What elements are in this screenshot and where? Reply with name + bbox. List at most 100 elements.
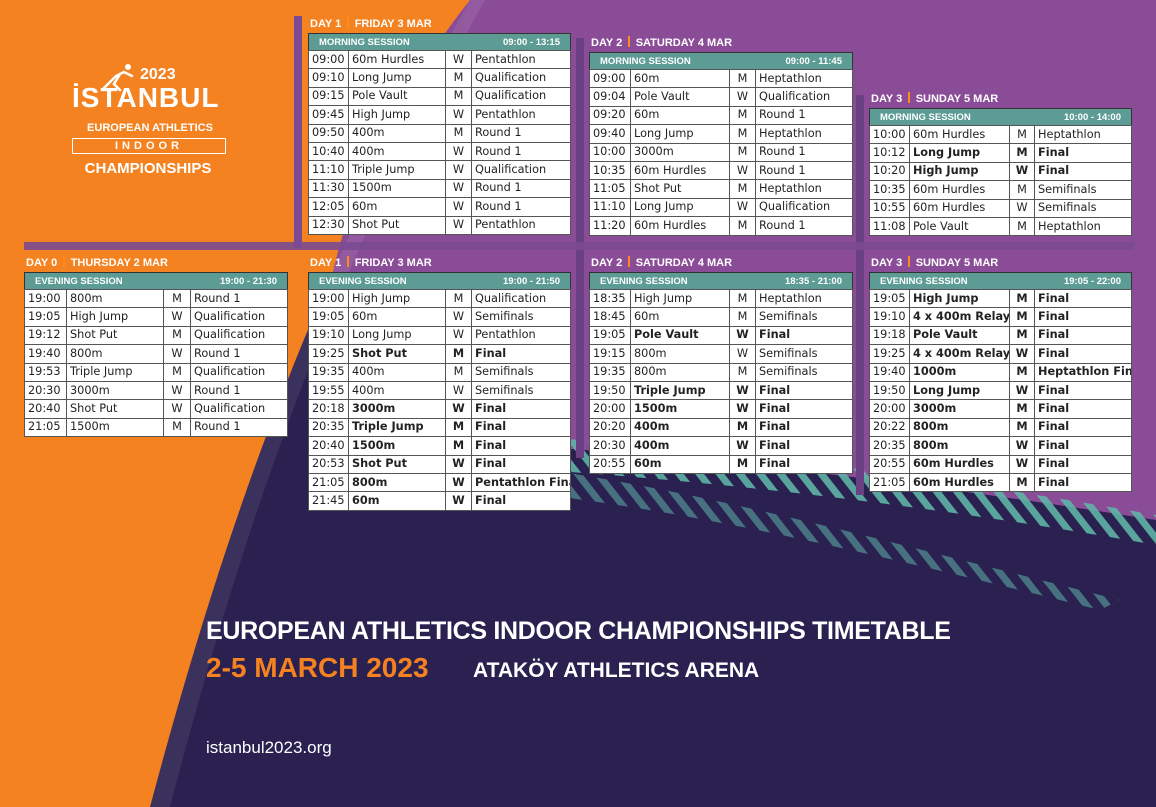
- session-time: 09:00 - 11:45: [785, 55, 842, 67]
- session-header: MORNING SESSION 09:00 - 11:45: [589, 52, 853, 69]
- schedule-row: 19:35 400m M Semifinals: [308, 362, 571, 382]
- event-time: 20:40: [308, 436, 349, 456]
- event-name: Long Jump: [630, 124, 730, 144]
- event-gender: W: [1009, 454, 1035, 474]
- schedule-row: 10:00 3000m M Round 1: [589, 142, 853, 162]
- event-name: 800m: [909, 417, 1010, 438]
- event-time: 11:20: [589, 216, 631, 236]
- schedule-row: 09:10 Long Jump M Qualification: [308, 68, 571, 88]
- event-name: 800m: [909, 436, 1010, 456]
- schedule-row: 19:18 Pole Vault M Final: [869, 325, 1132, 346]
- event-gender: M: [1009, 288, 1035, 309]
- schedule-row: 09:00 60m Hurdles W Pentathlon: [308, 49, 571, 70]
- event-gender: M: [1009, 143, 1035, 163]
- event-name: 400m: [348, 141, 446, 162]
- event-gender: W: [729, 160, 756, 181]
- event-round: Qualification: [755, 197, 853, 218]
- event-time: 20:35: [869, 436, 910, 456]
- event-round: Heptathlon: [755, 179, 853, 199]
- event-name: Triple Jump: [630, 380, 730, 401]
- event-name: 400m: [348, 123, 446, 143]
- schedule-row: 19:00 High Jump M Qualification: [308, 288, 571, 309]
- event-round: Final: [755, 436, 853, 456]
- event-name: Triple Jump: [348, 160, 446, 180]
- event-gender: W: [1009, 161, 1035, 182]
- event-round: Round 1: [471, 141, 571, 162]
- schedule-row: 21:05 800m W Pentathlon Final: [308, 472, 571, 493]
- event-gender: M: [729, 179, 756, 199]
- event-gender: M: [1009, 362, 1035, 382]
- schedule-row: 20:20 400m M Final: [589, 417, 853, 438]
- schedule-row: 10:55 60m Hurdles W Semifinals: [869, 198, 1132, 218]
- event-name: Long Jump: [348, 325, 446, 346]
- event-time: 19:05: [308, 307, 349, 327]
- event-name: Shot Put: [348, 454, 446, 474]
- event-time: 19:25: [308, 344, 349, 364]
- event-time: 09:00: [308, 49, 349, 70]
- website-link[interactable]: istanbul2023.org: [206, 738, 332, 757]
- event-name: High Jump: [909, 161, 1010, 182]
- schedule-row: 09:45 High Jump W Pentathlon: [308, 105, 571, 125]
- schedule-row: 19:12 Shot Put M Qualification: [24, 325, 288, 346]
- schedule-table: 18:35 High Jump M Heptathlon 18:45 60m M Semifi…: [589, 288, 853, 474]
- event-time: 21:05: [869, 472, 910, 493]
- event-gender: W: [729, 325, 756, 346]
- session-time: 09:00 - 13:15: [502, 36, 560, 48]
- day-date: FRIDAY 3 MAR: [354, 257, 432, 269]
- event-time: 18:35: [589, 288, 631, 309]
- event-time: 10:40: [308, 141, 349, 162]
- event-gender: M: [729, 105, 756, 126]
- event-gender: W: [445, 307, 472, 327]
- schedule-row: 09:15 Pole Vault M Qualification: [308, 86, 571, 107]
- event-round: Final: [1034, 472, 1132, 493]
- event-gender: M: [1009, 124, 1035, 145]
- event-round: Qualification: [471, 68, 571, 88]
- logo-org: EUROPEAN ATHLETICS: [87, 122, 213, 134]
- event-gender: W: [729, 380, 756, 401]
- event-gender: M: [1009, 399, 1035, 419]
- event-round: Heptathlon: [755, 288, 853, 309]
- event-name: 60m Hurdles: [909, 454, 1010, 474]
- event-time: 18:45: [589, 307, 631, 327]
- schedule-row: 20:00 1500m W Final: [589, 399, 853, 419]
- event-time: 20:40: [24, 399, 67, 419]
- event-name: 1500m: [348, 178, 446, 199]
- schedule-row: 10:12 Long Jump M Final: [869, 143, 1132, 163]
- event-round: Qualification: [471, 288, 571, 309]
- event-name: 60m Hurdles: [909, 124, 1010, 145]
- event-gender: W: [729, 87, 756, 107]
- schedule-row: 20:22 800m M Final: [869, 417, 1132, 438]
- day-date: SATURDAY 4 MAR: [635, 37, 733, 49]
- event-time: 19:25: [869, 344, 910, 364]
- event-name: 3000m: [630, 142, 730, 162]
- event-gender: M: [445, 362, 472, 382]
- event-name: High Jump: [909, 288, 1010, 309]
- session-header: MORNING SESSION 10:00 - 14:00: [869, 108, 1132, 125]
- event-time: 09:45: [308, 105, 349, 125]
- event-name: 800m: [630, 344, 730, 364]
- event-gender: M: [729, 288, 756, 309]
- event-round: Qualification: [471, 86, 571, 107]
- event-name: 60m Hurdles: [909, 198, 1010, 218]
- day-date: SUNDAY 5 MAR: [915, 257, 999, 269]
- session-name: MORNING SESSION: [880, 111, 971, 123]
- event-time: 19:55: [308, 380, 349, 401]
- event-name: 60m: [630, 68, 730, 89]
- event-name: Shot Put: [348, 344, 446, 364]
- event-time: 20:55: [869, 454, 910, 474]
- schedule-row: 19:15 800m W Semifinals: [589, 344, 853, 364]
- event-gender: W: [445, 325, 472, 346]
- event-round: Qualification: [755, 87, 853, 107]
- event-gender: W: [445, 491, 472, 511]
- event-gender: W: [445, 380, 472, 401]
- event-time: 09:20: [589, 105, 631, 126]
- event-round: Qualification: [190, 362, 288, 382]
- session-header: EVENING SESSION 19:00 - 21:30: [24, 272, 288, 289]
- schedule-row: 10:35 60m Hurdles W Round 1: [589, 160, 853, 181]
- event-time: 19:05: [24, 307, 67, 327]
- event-name: Long Jump: [909, 143, 1010, 163]
- schedule-row: 21:05 60m Hurdles M Final: [869, 472, 1132, 493]
- event-time: 10:35: [869, 180, 910, 200]
- session-name: EVENING SESSION: [600, 275, 688, 287]
